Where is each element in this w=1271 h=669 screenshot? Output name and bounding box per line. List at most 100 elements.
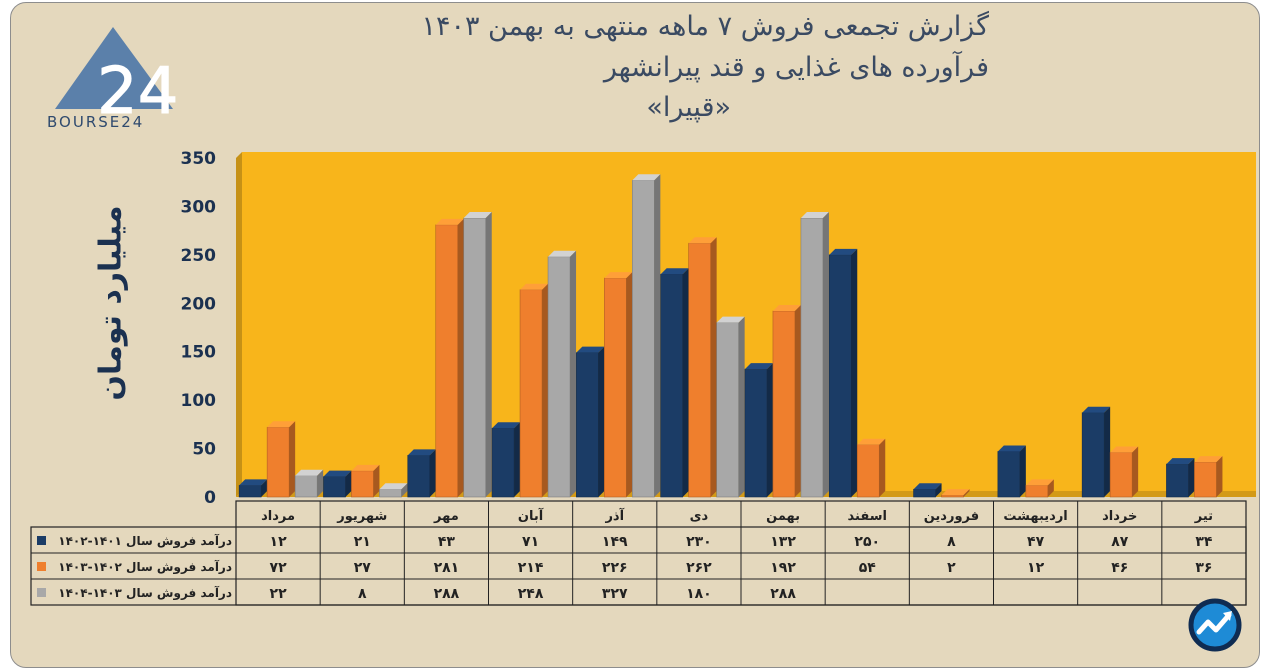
bar-top-2-5: [716, 316, 745, 323]
bar-top-0-8: [913, 483, 942, 490]
bar-side-0-11: [1188, 458, 1195, 497]
logo-text: BOURSE24: [47, 113, 145, 131]
bar-top-0-9: [997, 445, 1026, 452]
bar-top-1-7: [857, 438, 886, 445]
bar-0-8: [913, 488, 936, 498]
data-label-1-10: ۴۶: [1111, 560, 1128, 576]
bar-1-5: [688, 242, 711, 498]
data-label-0-3: ۷۱: [522, 534, 539, 550]
category-label: آبان: [518, 507, 544, 524]
bar-2-4: [632, 179, 655, 498]
data-label-2-6: ۲۸۸: [770, 586, 796, 602]
bar-side-0-1: [345, 470, 352, 497]
y-tick-label: 300: [181, 197, 217, 217]
bar-side-1-6: [794, 305, 801, 497]
bar-top-2-4: [632, 174, 661, 181]
bar-side-0-3: [514, 422, 521, 497]
y-tick-label: 350: [181, 149, 217, 169]
bar-1-11: [1194, 461, 1217, 498]
chart-title-line-1: گزارش تجمعی فروش ۷ ماهه منتهی به بهمن ۱۴…: [421, 11, 989, 42]
bar-0-10: [1081, 412, 1105, 498]
bar-top-1-11: [1194, 456, 1223, 463]
bar-top-0-2: [407, 449, 436, 456]
legend-swatch-2: [37, 588, 46, 597]
bar-top-0-11: [1166, 458, 1195, 465]
bar-side-1-3: [542, 283, 549, 497]
legend-swatch-0: [37, 536, 46, 545]
data-label-2-5: ۱۸۰: [686, 586, 712, 602]
bar-side-0-5: [682, 268, 689, 497]
bar-top-1-9: [1025, 479, 1054, 486]
bar-2-6: [800, 217, 824, 498]
data-label-1-4: ۲۲۶: [602, 560, 628, 576]
category-label: بهمن: [766, 509, 800, 524]
category-label: اسفند: [848, 509, 887, 524]
bourse24-logo-icon: 24: [55, 27, 179, 130]
data-label-0-4: ۱۴۹: [602, 534, 628, 550]
data-label-1-5: ۲۶۲: [686, 560, 712, 576]
bar-1-4: [604, 277, 627, 498]
bar-top-2-2: [463, 212, 492, 219]
bar-side-2-5: [738, 316, 745, 497]
data-label-0-7: ۲۵۰: [854, 534, 880, 550]
bar-0-11: [1166, 463, 1189, 498]
data-label-0-6: ۱۳۲: [770, 534, 796, 550]
data-label-1-9: ۱۲: [1027, 560, 1045, 576]
data-label-0-0: ۱۲: [270, 534, 288, 550]
bar-side-0-2: [429, 449, 436, 497]
bar-top-1-0: [267, 421, 296, 428]
bar-side-0-7: [851, 248, 858, 497]
bar-side-2-0: [317, 469, 324, 497]
bar-top-0-10: [1082, 406, 1111, 413]
bar-top-1-5: [688, 237, 717, 244]
logo-mark: 24: [97, 55, 178, 129]
y-tick-label: 100: [181, 391, 217, 411]
bar-1-1: [351, 470, 374, 498]
bar-top-0-7: [829, 248, 858, 255]
bar-top-1-8: [941, 489, 970, 496]
bar-2-0: [294, 475, 318, 498]
data-label-0-5: ۲۳۰: [686, 534, 712, 550]
bar-side-0-4: [598, 346, 605, 497]
data-label-1-11: ۳۶: [1195, 560, 1212, 576]
data-label-2-1: ۸: [358, 586, 367, 602]
bar-side-0-9: [1019, 445, 1026, 497]
bar-side-1-0: [289, 421, 296, 497]
bar-top-0-1: [323, 470, 352, 477]
category-label: آذر: [604, 507, 624, 524]
data-label-1-0: ۷۲: [270, 560, 288, 576]
bar-0-0: [238, 485, 262, 498]
plot-side-wall: [236, 152, 242, 497]
bar-side-1-4: [626, 272, 633, 497]
category-label: مهر: [433, 509, 459, 524]
bar-top-1-6: [772, 305, 801, 312]
bar-top-1-2: [435, 218, 464, 225]
category-label: خرداد: [1102, 509, 1137, 524]
bar-1-7: [856, 444, 880, 498]
bar-side-2-3: [570, 250, 577, 497]
data-label-2-0: ۲۲: [270, 586, 288, 602]
bar-1-3: [519, 289, 543, 498]
data-label-2-3: ۲۴۸: [518, 586, 544, 602]
data-label-0-8: ۸: [947, 534, 956, 550]
bar-1-2: [435, 224, 459, 498]
data-label-1-8: ۲: [947, 560, 956, 576]
bar-top-1-1: [351, 464, 380, 471]
bar-top-2-1: [379, 483, 408, 490]
data-label-1-7: ۵۴: [859, 560, 877, 576]
bar-side-2-4: [654, 174, 661, 497]
bar-side-1-1: [373, 464, 380, 497]
data-label-2-4: ۳۲۷: [602, 586, 628, 602]
category-label: تیر: [1194, 509, 1213, 524]
category-label: دی: [690, 509, 709, 524]
data-label-0-9: ۴۷: [1027, 534, 1045, 550]
bar-1-6: [772, 310, 796, 498]
trend-arrow-icon: [1188, 598, 1242, 652]
y-tick-label: 150: [181, 343, 217, 363]
bar-0-4: [576, 352, 599, 498]
bar-side-0-0: [261, 479, 268, 497]
bar-top-2-6: [800, 212, 829, 219]
bar-side-0-10: [1104, 406, 1111, 497]
bar-2-5: [716, 322, 739, 498]
bar-side-0-6: [766, 363, 773, 497]
